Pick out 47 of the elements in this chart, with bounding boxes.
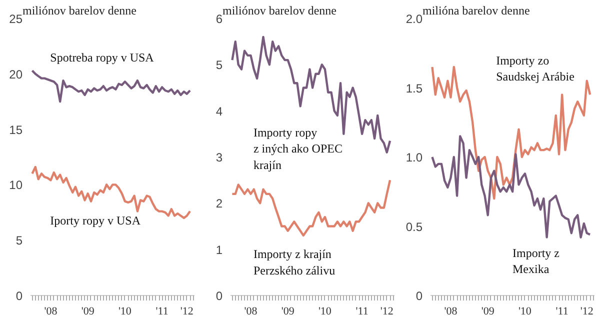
line-series (431, 135, 592, 238)
y-tick-label: 6 (216, 12, 223, 26)
x-tick-label: '11 (356, 306, 368, 318)
y-tick-label: 25 (9, 12, 23, 26)
x-tick-label: '10 (318, 306, 332, 318)
series-label: Spotreba ropy v USA (50, 50, 154, 64)
x-tick-label: '11 (156, 306, 168, 318)
y-tick-label: 10 (9, 178, 23, 192)
y-tick-label: 20 (9, 67, 23, 82)
x-tick-label: '12 (180, 306, 194, 318)
y-tick-label: 0 (16, 289, 23, 303)
x-tick-label: '10 (118, 306, 132, 318)
y-tick-label: 15 (9, 122, 23, 137)
line-series (231, 36, 392, 154)
y-tick-label: 0 (416, 289, 423, 303)
x-tick-label: '12 (380, 306, 394, 318)
line-series (431, 66, 592, 200)
series-label: Importy ropy z iných ako OPEC krajín (253, 126, 342, 172)
line-series (231, 178, 392, 237)
x-tick-label: '10 (518, 306, 532, 318)
x-tick-label: '11 (556, 306, 568, 318)
series-label: Importy zo Saudskej Arábie (496, 53, 574, 84)
y-axis-title: milióna barelov denne (422, 4, 530, 18)
y-tick-label: 3 (216, 150, 223, 164)
line-series (31, 69, 192, 103)
x-tick-label: '09 (481, 306, 495, 318)
y-tick-label: 1 (216, 242, 223, 257)
y-tick-label: 2.0 (406, 12, 423, 26)
series-label: Iporty ropy v USA (50, 214, 141, 228)
x-tick-label: '09 (81, 306, 95, 318)
y-tick-label: 5 (216, 58, 223, 72)
y-tick-label: 2 (216, 196, 223, 211)
y-tick-label: 0 (216, 289, 223, 303)
x-tick-label: '08 (44, 306, 58, 318)
y-axis-title: miliónov barelov denne (222, 4, 336, 18)
y-tick-label: 1.5 (406, 81, 423, 96)
x-tick-label: '08 (444, 306, 458, 318)
x-tick-label: '08 (244, 306, 258, 318)
series-label: Importy z Mexika (512, 246, 560, 276)
y-tick-label: 1.0 (406, 150, 423, 164)
y-tick-label: 5 (16, 234, 23, 248)
y-tick-label: 4 (216, 104, 223, 118)
y-tick-label: 0.5 (406, 220, 423, 234)
y-axis-title: miliónov barelov denne (22, 4, 136, 18)
x-tick-label: '12 (580, 306, 594, 318)
series-label: Importy z krajín Perzského zálivu (253, 247, 336, 278)
x-tick-label: '09 (281, 306, 295, 318)
